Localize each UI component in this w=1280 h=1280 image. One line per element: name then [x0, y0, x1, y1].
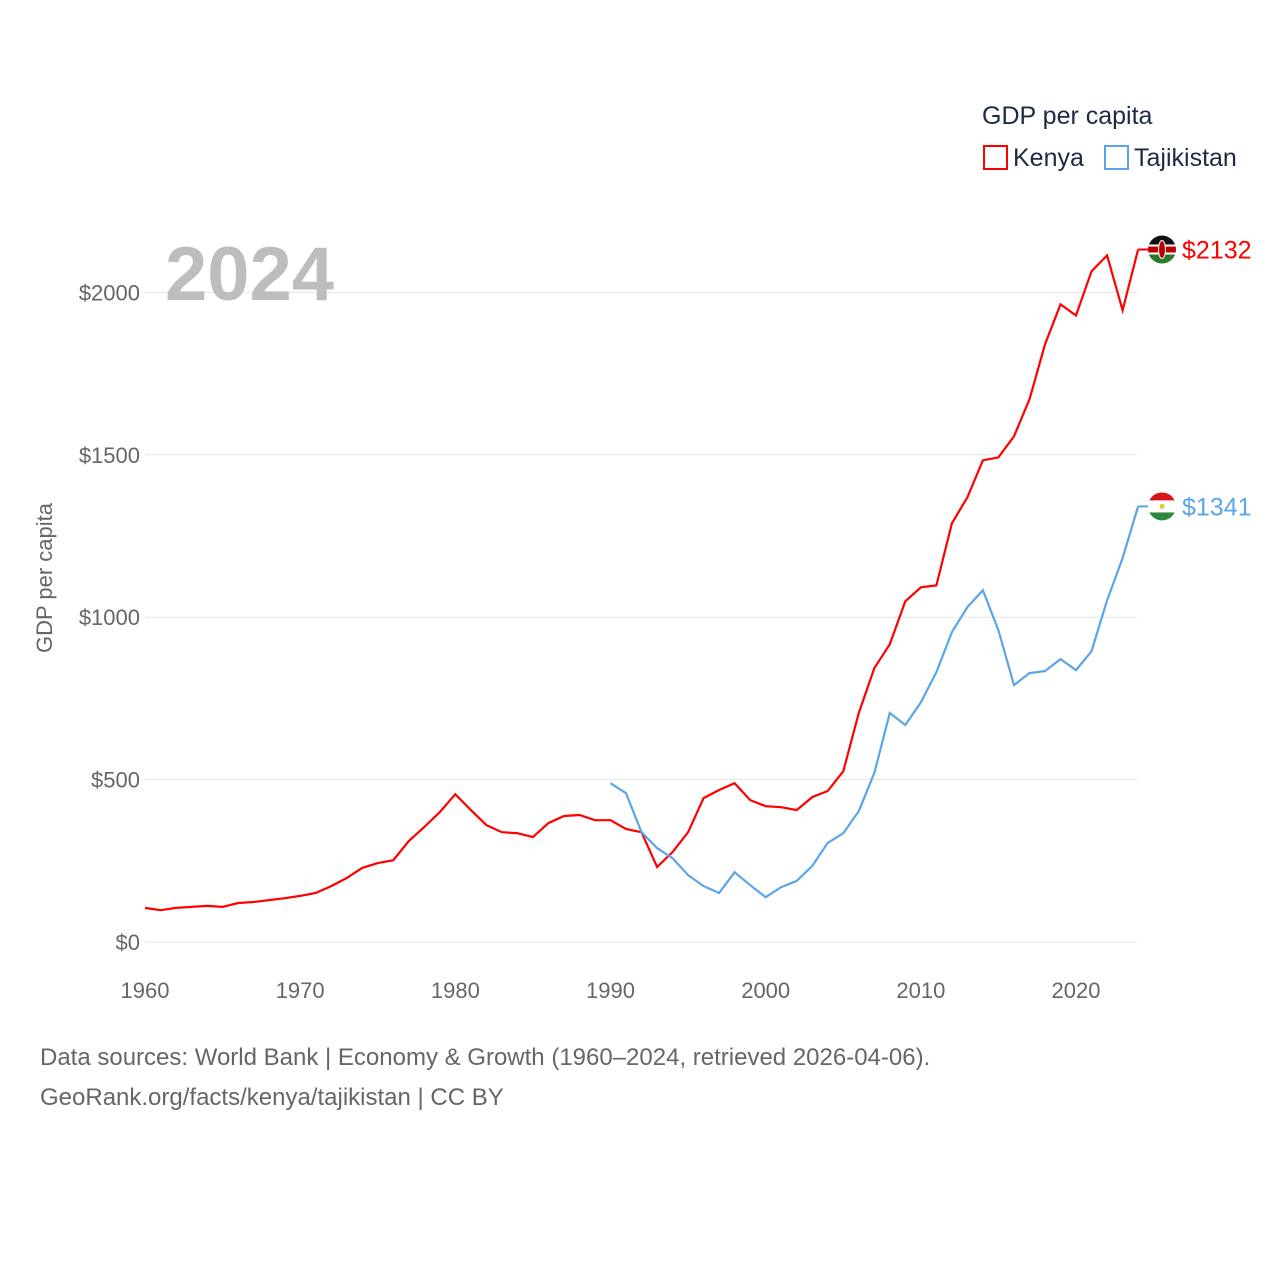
- x-tick-label: 2010: [896, 978, 945, 1003]
- line-kenya: [144, 249, 1140, 912]
- x-tick-label: 1970: [276, 978, 325, 1003]
- legend-title: GDP per capita: [982, 102, 1153, 130]
- legend-label-tajikistan: Tajikistan: [1134, 144, 1237, 172]
- y-tick-label: $0: [116, 930, 140, 955]
- x-tick-label: 1990: [586, 978, 635, 1003]
- footer-link[interactable]: GeoRank.org/facts/kenya/tajikistan | CC …: [40, 1084, 504, 1111]
- x-tick-label: 1960: [121, 978, 170, 1003]
- legend-swatch: [983, 145, 1008, 170]
- footer-sources: Data sources: World Bank | Economy & Gro…: [40, 1044, 931, 1071]
- line-tajikistan: [609, 506, 1140, 899]
- y-axis-label: GDP per capita: [32, 502, 57, 653]
- y-tick-label: $1000: [79, 605, 140, 630]
- legend-label-kenya: Kenya: [1013, 144, 1084, 172]
- x-tick-label: 1980: [431, 978, 480, 1003]
- y-tick-label: $1500: [79, 443, 140, 468]
- end-value-label: $1341: [1182, 493, 1252, 521]
- y-tick-label: $500: [91, 768, 140, 793]
- tajikistan-flag-icon: [1148, 492, 1176, 521]
- x-tick-label: 2000: [741, 978, 790, 1003]
- kenya-flag-icon: [1148, 235, 1176, 264]
- year-label: 2024: [165, 232, 334, 317]
- legend-swatch: [1104, 145, 1129, 170]
- end-value-label: $2132: [1182, 237, 1252, 265]
- y-tick-label: $2000: [79, 280, 140, 305]
- x-tick-label: 2020: [1052, 978, 1101, 1003]
